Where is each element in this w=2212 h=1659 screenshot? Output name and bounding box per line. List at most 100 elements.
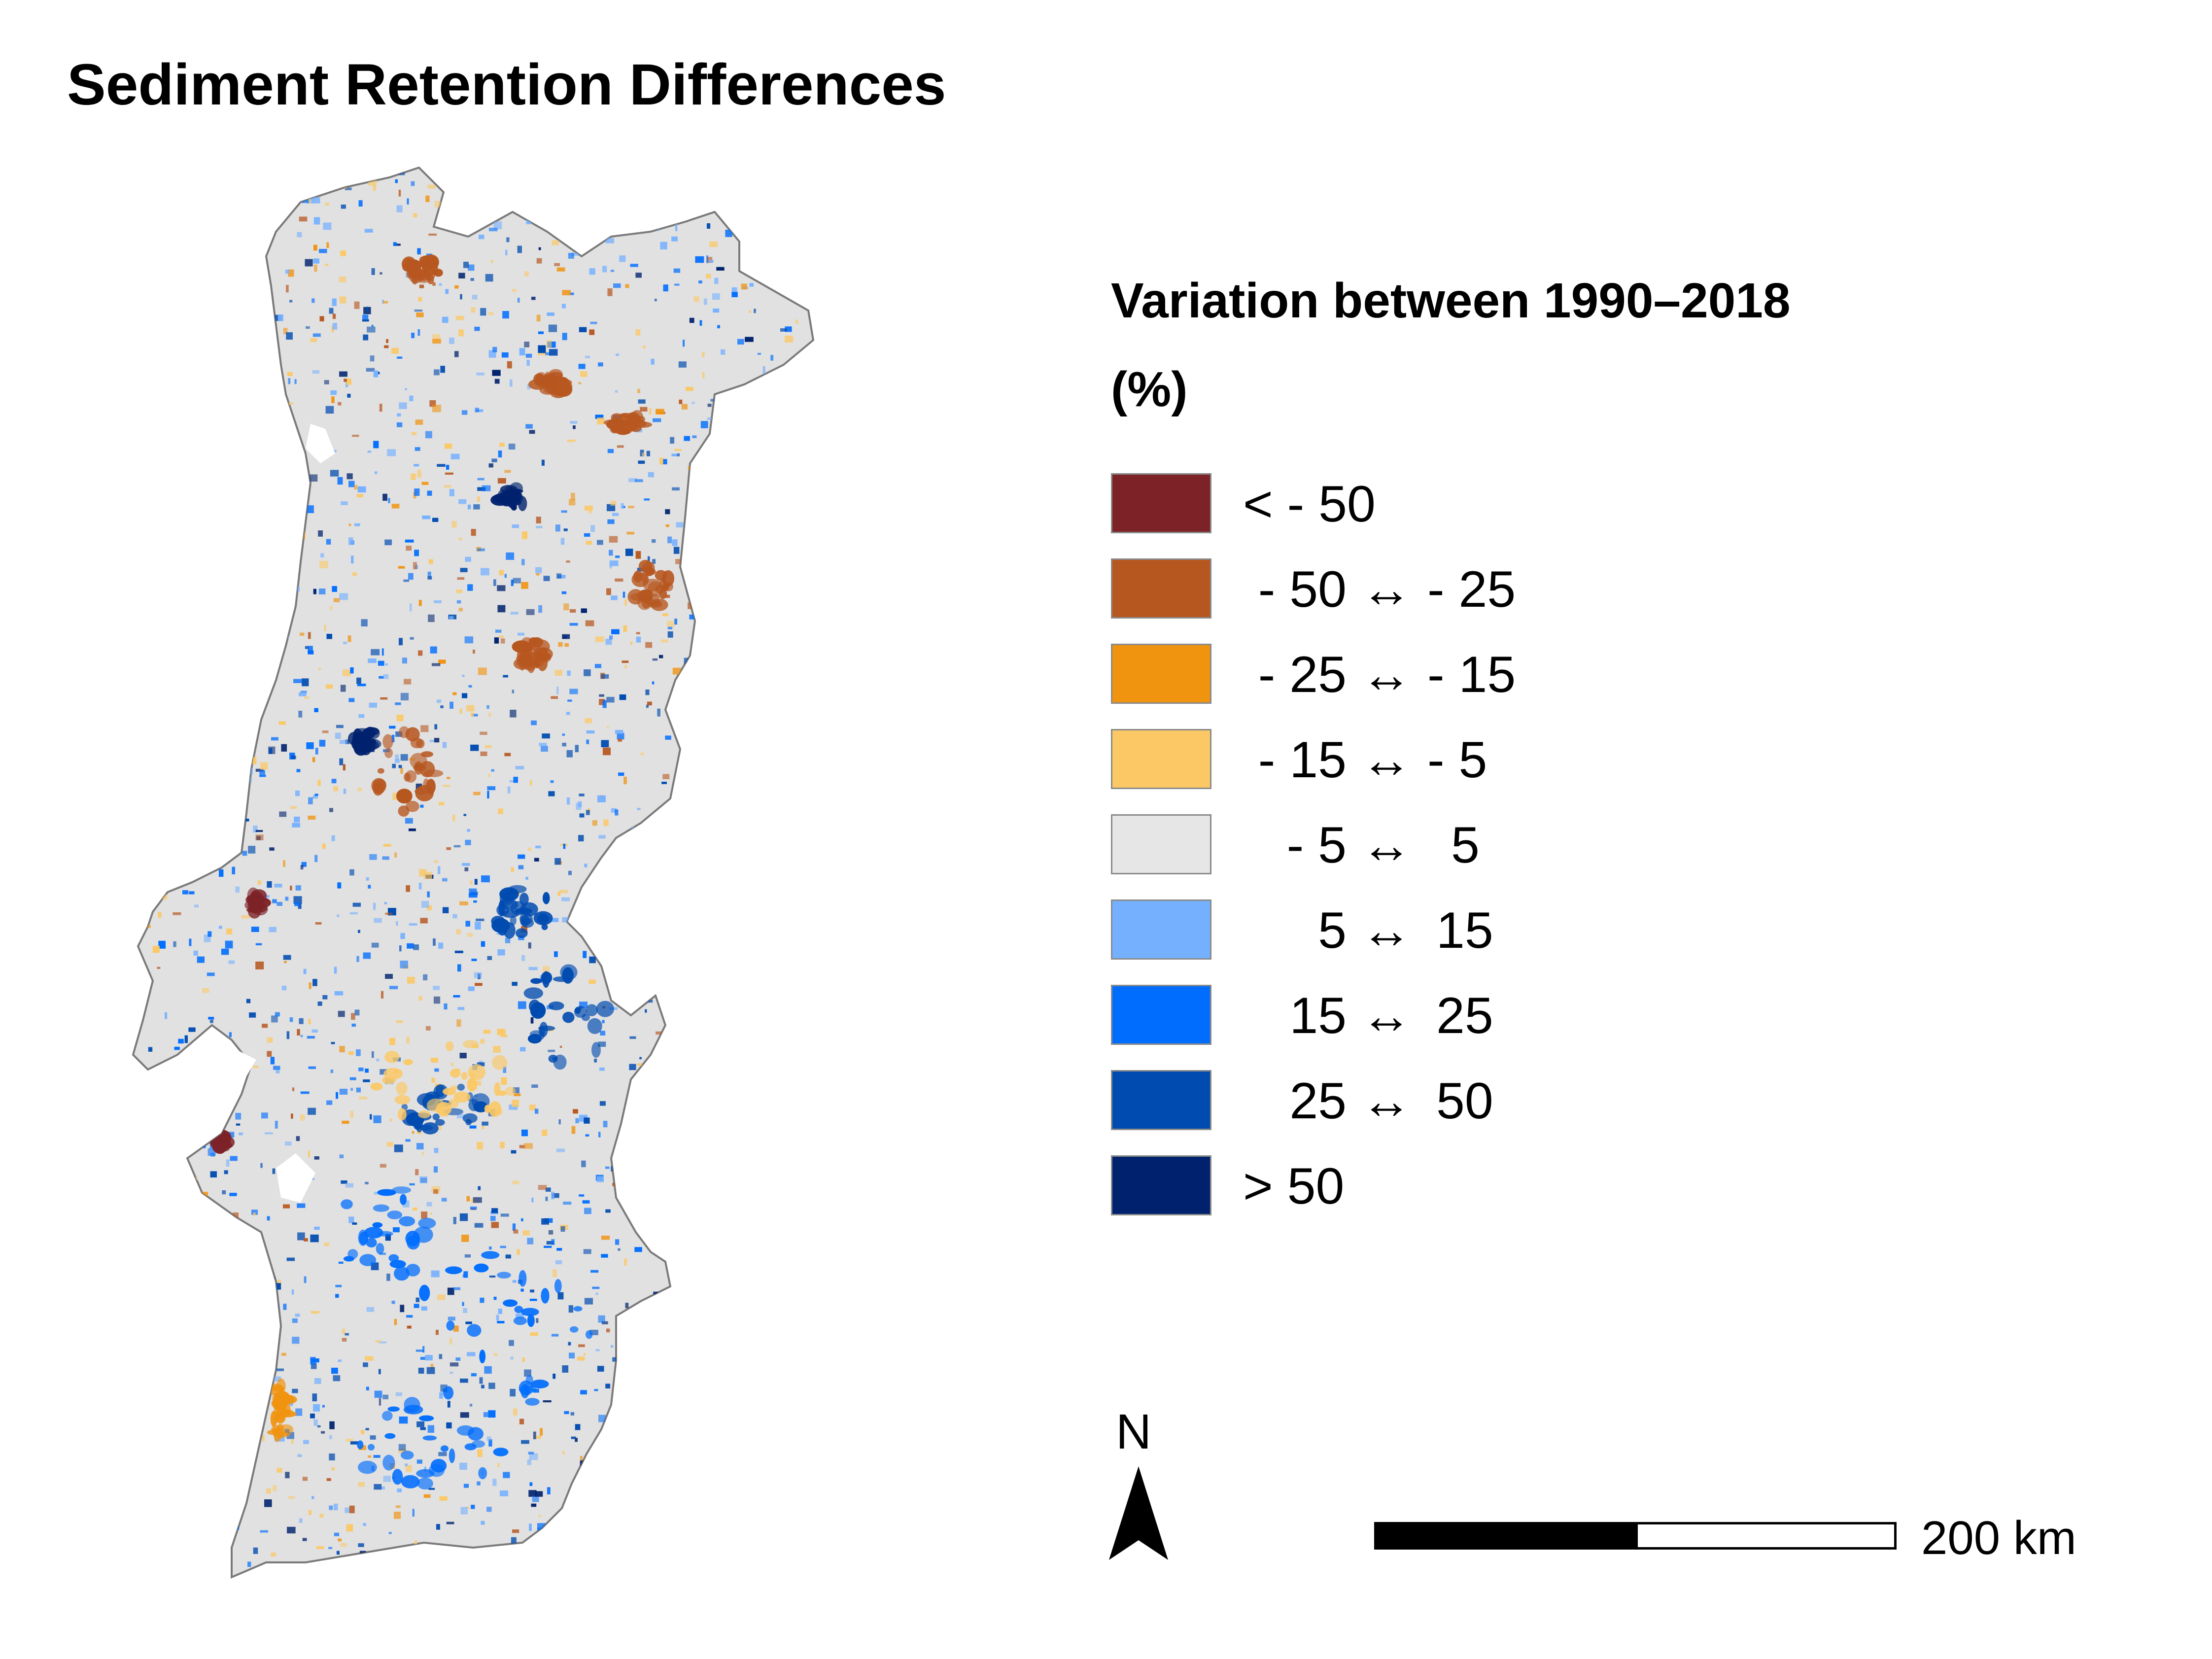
raster-cell xyxy=(826,628,831,631)
change-patch xyxy=(366,1238,377,1247)
raster-cell xyxy=(643,855,647,858)
raster-cell xyxy=(627,1418,630,1424)
raster-cell xyxy=(345,739,349,744)
raster-cell xyxy=(674,1386,678,1390)
raster-cell xyxy=(571,492,575,500)
raster-cell xyxy=(527,1459,531,1465)
raster-cell xyxy=(498,1309,502,1314)
raster-cell xyxy=(449,1372,453,1374)
raster-cell xyxy=(736,941,744,948)
raster-cell xyxy=(737,1536,744,1541)
raster-cell xyxy=(319,316,324,322)
raster-cell xyxy=(232,660,241,664)
change-patch xyxy=(506,494,517,505)
raster-cell xyxy=(267,1037,273,1043)
raster-cell xyxy=(667,1537,671,1540)
raster-cell xyxy=(683,340,685,347)
raster-cell xyxy=(791,997,797,1002)
raster-cell xyxy=(820,218,823,225)
raster-cell xyxy=(420,1427,426,1430)
raster-cell xyxy=(219,926,222,929)
raster-cell xyxy=(504,205,507,211)
raster-cell xyxy=(229,1193,237,1196)
raster-cell xyxy=(545,352,550,355)
raster-cell xyxy=(446,847,451,850)
raster-cell xyxy=(577,1356,585,1361)
raster-cell xyxy=(588,1559,592,1566)
raster-cell xyxy=(406,546,412,551)
raster-cell xyxy=(280,1573,287,1577)
raster-cell xyxy=(172,553,176,559)
raster-cell xyxy=(356,677,361,684)
change-patch xyxy=(516,657,536,668)
raster-cell xyxy=(785,336,794,343)
raster-cell xyxy=(133,1408,134,1413)
raster-cell xyxy=(627,1514,631,1516)
raster-cell xyxy=(460,568,468,572)
raster-cell xyxy=(731,287,737,295)
raster-cell xyxy=(771,271,778,277)
raster-cell xyxy=(358,200,363,207)
raster-cell xyxy=(425,431,432,439)
raster-cell xyxy=(536,258,542,264)
raster-cell xyxy=(201,1138,205,1144)
raster-cell xyxy=(584,1208,591,1214)
raster-cell xyxy=(135,402,141,409)
raster-cell xyxy=(759,619,762,623)
raster-cell xyxy=(466,1196,470,1202)
raster-cell xyxy=(558,1119,561,1125)
raster-cell xyxy=(603,1121,608,1128)
raster-cell xyxy=(715,204,721,211)
raster-cell xyxy=(251,757,257,764)
raster-cell xyxy=(750,1208,759,1211)
raster-cell xyxy=(601,740,609,748)
raster-cell xyxy=(154,269,159,275)
raster-cell xyxy=(368,178,377,186)
raster-cell xyxy=(133,996,135,1004)
raster-cell xyxy=(203,731,206,735)
raster-cell xyxy=(609,550,613,556)
raster-cell xyxy=(624,599,627,606)
raster-cell xyxy=(681,1375,685,1381)
raster-cell xyxy=(785,473,791,476)
raster-cell xyxy=(521,1440,529,1444)
raster-cell xyxy=(792,804,795,813)
raster-cell xyxy=(165,1012,168,1019)
raster-cell xyxy=(774,446,783,450)
raster-cell xyxy=(538,331,544,334)
raster-cell xyxy=(433,1189,439,1194)
raster-cell xyxy=(235,1112,242,1120)
raster-cell xyxy=(746,1476,755,1484)
raster-cell xyxy=(799,1085,803,1091)
raster-cell xyxy=(643,346,646,348)
raster-cell xyxy=(638,1173,647,1178)
raster-cell xyxy=(729,656,732,659)
raster-cell xyxy=(760,1418,765,1424)
raster-cell xyxy=(425,195,430,202)
raster-cell xyxy=(275,1121,278,1129)
raster-cell xyxy=(633,1358,642,1364)
raster-cell xyxy=(173,669,181,674)
raster-cell xyxy=(797,1483,800,1489)
change-patch xyxy=(382,1411,393,1421)
raster-cell xyxy=(460,1379,468,1383)
raster-cell xyxy=(644,197,647,202)
raster-cell xyxy=(474,972,482,978)
raster-cell xyxy=(737,461,743,465)
raster-cell xyxy=(388,498,390,503)
raster-cell xyxy=(601,1541,605,1545)
raster-cell xyxy=(568,1305,574,1313)
raster-cell xyxy=(228,960,235,964)
raster-cell xyxy=(595,1349,600,1351)
raster-cell xyxy=(288,378,291,384)
raster-cell xyxy=(826,284,832,288)
raster-cell xyxy=(300,691,307,694)
raster-cell xyxy=(319,249,327,253)
raster-cell xyxy=(163,1279,171,1285)
raster-cell xyxy=(583,951,587,958)
raster-cell xyxy=(798,1564,806,1571)
raster-cell xyxy=(548,791,555,796)
raster-cell xyxy=(619,694,626,700)
raster-cell xyxy=(314,264,317,272)
raster-cell xyxy=(544,1245,552,1248)
